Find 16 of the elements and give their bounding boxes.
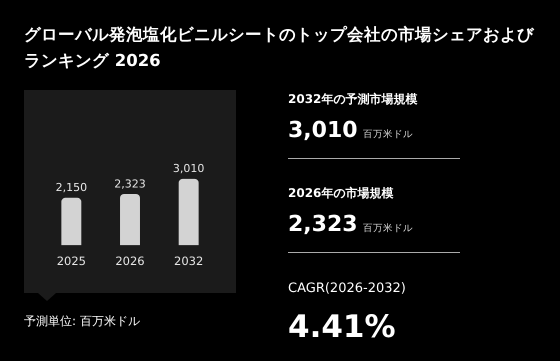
text: 百万米ドル <box>363 222 413 235</box>
text: 3,010 <box>288 118 358 143</box>
text: グローバル発泡塩化ビニルシートのトップ会社の市場シェアおよびランキング 2026 <box>24 24 536 72</box>
text: CAGR(2026-2032) <box>288 281 406 296</box>
x-tick-label: 2026 <box>115 254 145 268</box>
data-label: 3,010 <box>172 162 204 176</box>
text: 2026年の市場規模 <box>288 185 394 202</box>
x-tick-label: 2032 <box>174 254 204 268</box>
text: 予測単位: 百万米ドル <box>24 313 140 330</box>
data-label: 2,150 <box>56 181 88 194</box>
text: 4.41% <box>288 309 396 345</box>
text: 2,323 <box>288 212 358 237</box>
data-label: 2,323 <box>114 177 146 190</box>
text: 百万米ドル <box>363 128 413 141</box>
text: 2032年の予測市場規模 <box>288 91 418 108</box>
x-tick-label: 2025 <box>56 254 86 268</box>
